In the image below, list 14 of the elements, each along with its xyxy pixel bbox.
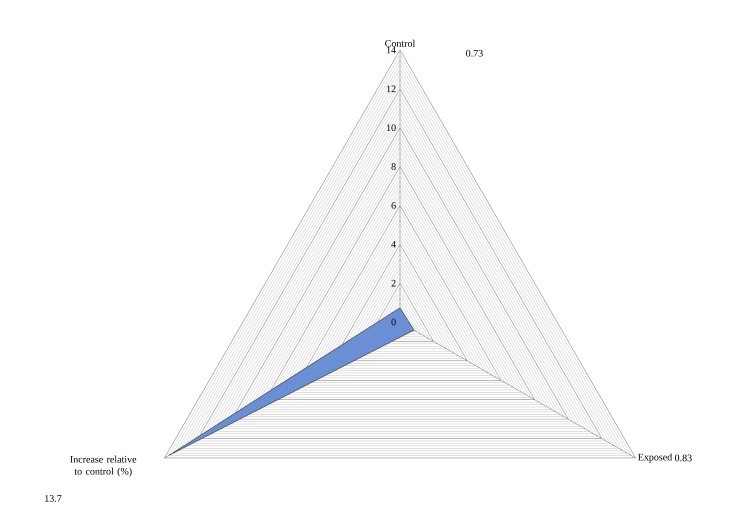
y-tick-label: 0	[391, 318, 396, 326]
text: 0.73	[466, 50, 483, 57]
spoke-label: Increase relative to control (%)	[70, 456, 136, 477]
text: 13.7	[45, 495, 62, 502]
y-tick-label: 4	[391, 240, 396, 248]
y-tick-label: 2	[392, 280, 396, 286]
y-tick-label: 12	[386, 86, 396, 92]
y-tick-label: 10	[386, 124, 396, 132]
y-tick-label: 14	[386, 46, 396, 54]
y-tick-label: 6	[392, 202, 396, 209]
y-tick-label: 8	[391, 163, 396, 170]
spoke-label: Control	[385, 40, 416, 47]
text: 0.83	[674, 454, 692, 462]
spoke-label: Exposed	[638, 453, 672, 463]
